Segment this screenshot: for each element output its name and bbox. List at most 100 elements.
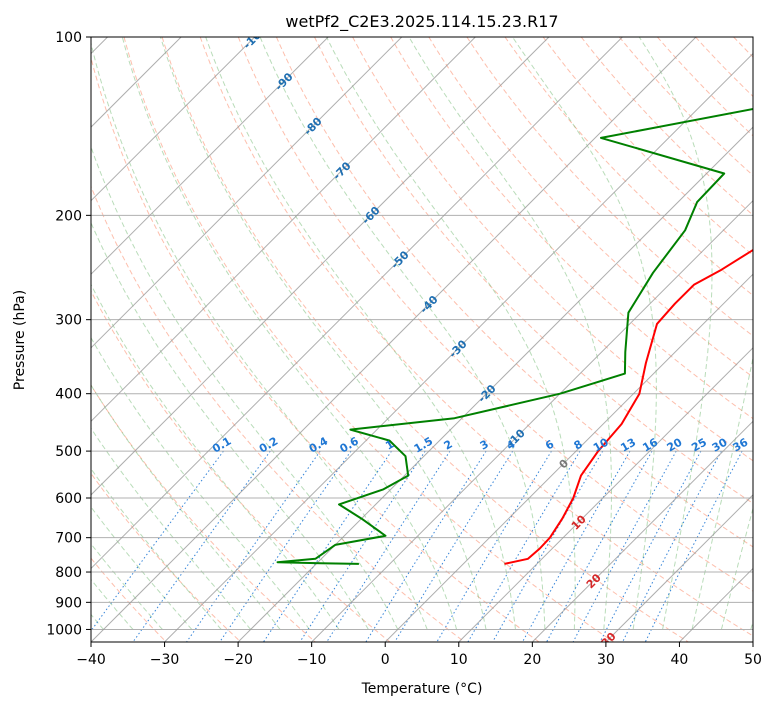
mixing-ratio-label: 0.6 xyxy=(338,434,362,455)
isotherm-line xyxy=(91,37,697,642)
y-axis: 100 200 300 400 500 600 700 800 900 1000 xyxy=(46,30,91,638)
mixing-ratio-label: 6 xyxy=(543,437,556,452)
isotherm-line xyxy=(91,37,329,275)
dry-adiabat xyxy=(504,37,753,296)
mixing-ratio-line xyxy=(622,450,722,642)
moist-adiabat xyxy=(259,37,546,630)
x-tick-label: 10 xyxy=(450,652,468,668)
x-tick-label: 0 xyxy=(381,652,390,668)
isotherm-line xyxy=(752,641,753,642)
mixing-ratio-label: 16 xyxy=(640,435,660,454)
mixing-ratio-line xyxy=(522,450,631,642)
mixing-ratio-label: 2 xyxy=(442,438,455,453)
isotherm-label: -80 xyxy=(301,115,324,138)
isotherm-line xyxy=(91,37,623,570)
dry-adiabat xyxy=(390,37,753,420)
dry-adiabat xyxy=(428,37,753,378)
y-tick-label: 900 xyxy=(55,595,82,611)
moist-adiabat xyxy=(91,145,399,630)
moist-adiabat xyxy=(691,355,753,630)
moist-adiabat xyxy=(638,37,713,630)
dry-adiabat xyxy=(199,37,753,637)
y-tick-label: 200 xyxy=(55,208,82,224)
y-tick-label: 800 xyxy=(55,565,82,581)
dry-adiabat xyxy=(161,37,689,642)
mixing-ratio-line xyxy=(546,450,653,642)
dry-adiabat xyxy=(657,37,753,137)
mixing-ratio-label: 36 xyxy=(730,435,750,454)
mixing-ratio-line xyxy=(299,450,426,642)
dry-adiabat xyxy=(733,37,753,58)
mixing-ratio-line xyxy=(572,450,677,642)
mixing-ratio-label: 30 xyxy=(710,435,730,454)
moist-adiabat xyxy=(91,506,193,630)
isotherm-line xyxy=(164,52,753,642)
dry-adiabat xyxy=(695,37,753,98)
moist-adiabat xyxy=(408,37,612,630)
mixing-ratio-line xyxy=(365,450,487,642)
mixing-ratio-label: 3 xyxy=(478,438,491,453)
mixing-ratio-label: 20 xyxy=(665,435,685,454)
mixing-ratio-line xyxy=(644,450,743,642)
dewpoint-profile xyxy=(276,107,753,565)
x-axis-label: Temperature (°C) xyxy=(361,681,483,697)
mixing-ratio-label: 0.2 xyxy=(257,435,280,456)
mixing-ratio-label: 0.1 xyxy=(210,435,233,456)
chart-title: wetPf2_C2E3.2025.114.15.23.R17 xyxy=(285,12,558,32)
moist-adiabat xyxy=(512,37,657,630)
isotherm-line xyxy=(531,420,753,642)
isotherm-line xyxy=(237,126,753,642)
plot-frame xyxy=(90,36,754,643)
x-axis: −40 −30 −20 −10 0 10 20 30 40 50 xyxy=(76,642,762,668)
x-tick-label: −30 xyxy=(150,652,180,668)
dry-adiabat xyxy=(123,37,614,642)
dry-adiabat xyxy=(91,472,242,642)
moist-adiabat xyxy=(91,221,369,630)
mixing-ratio-label: 13 xyxy=(618,436,638,455)
y-tick-label: 300 xyxy=(55,313,82,329)
y-tick-label: 600 xyxy=(55,491,82,507)
moist-adiabat xyxy=(121,37,458,630)
mixing-ratio-line xyxy=(219,450,352,642)
x-tick-label: 20 xyxy=(523,652,541,668)
mixing-ratio-line xyxy=(436,450,552,642)
y-axis-label: Pressure (hPa) xyxy=(12,290,28,390)
x-tick-label: 30 xyxy=(597,652,615,668)
mixing-ratio-label: 0.4 xyxy=(307,434,331,455)
dry-adiabat xyxy=(91,290,391,642)
y-tick-label: 400 xyxy=(55,387,82,403)
y-tick-label: 1000 xyxy=(46,622,82,638)
x-tick-label: 40 xyxy=(671,652,689,668)
mixing-ratio-line xyxy=(91,450,224,632)
dry-adiabat xyxy=(91,185,465,642)
isotherm-label: -20 xyxy=(475,382,498,405)
dry-adiabat xyxy=(466,37,753,337)
y-tick-label: 100 xyxy=(55,30,82,46)
moist-adiabat xyxy=(160,37,487,630)
moist-adiabat xyxy=(91,283,340,630)
isotherm-line xyxy=(91,37,550,496)
temperature-profile xyxy=(504,248,753,565)
mixing-ratio-line xyxy=(186,450,321,642)
isotherm-label: 10 xyxy=(569,512,589,532)
moist-adiabat xyxy=(91,467,222,630)
isotherm-line xyxy=(91,37,256,202)
dry-adiabat xyxy=(542,37,753,256)
x-tick-label: −20 xyxy=(223,652,253,668)
moist-adiabat xyxy=(205,37,516,630)
y-tick-label: 700 xyxy=(55,531,82,547)
dry-adiabat xyxy=(618,37,753,177)
isotherm-line xyxy=(91,37,476,423)
moist-adiabat xyxy=(91,427,252,630)
x-tick-label: −10 xyxy=(297,652,327,668)
moist-adiabat xyxy=(750,619,753,630)
mixing-ratio-line xyxy=(599,450,702,642)
dry-adiabat xyxy=(91,55,540,642)
dry-adiabat xyxy=(352,37,753,462)
x-tick-label: 50 xyxy=(744,652,762,668)
y-tick-label: 500 xyxy=(55,444,82,460)
x-tick-label: −40 xyxy=(76,652,106,668)
isotherm-line xyxy=(679,567,753,642)
background-lines xyxy=(91,37,753,642)
